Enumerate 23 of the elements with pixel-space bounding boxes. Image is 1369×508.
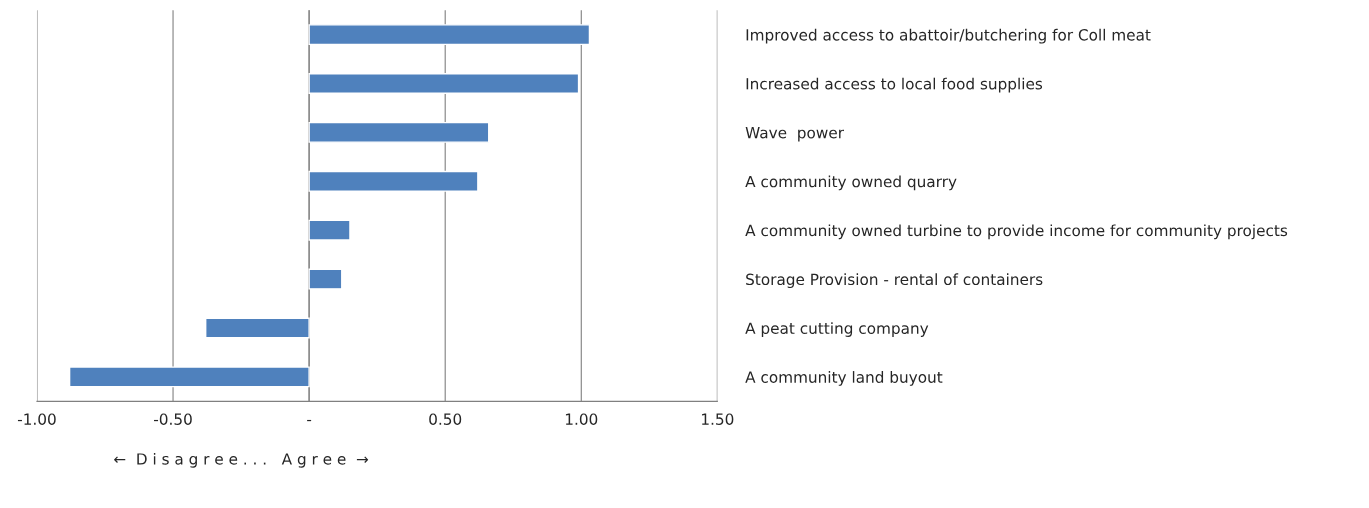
bar	[308, 24, 591, 46]
y-tick-label: Improved access to abattoir/butchering for Coll meat	[746, 28, 1151, 44]
y-tick-label: Increased access to local food supplies	[746, 77, 1043, 93]
bar	[308, 219, 351, 241]
y-tick-label: Wave power	[745, 127, 844, 142]
y-tick-label: A community owned quarry	[745, 175, 957, 191]
x-tick-label: -	[307, 419, 312, 422]
x-tick-label: 1.50	[702, 413, 734, 425]
bar	[308, 268, 343, 290]
x-tick-label: 0.50	[429, 413, 462, 425]
y-tick-label: A peat cutting company	[745, 322, 929, 337]
bar	[308, 121, 490, 143]
bar	[205, 317, 310, 339]
x-tick-label: -1.00	[17, 413, 56, 425]
x-tick-label: -0.50	[154, 413, 192, 425]
bar	[308, 73, 580, 94]
x-axis-title: ← D i s a g r e e . . . A g r e e →	[114, 452, 369, 468]
x-tick-label: 1.00	[565, 413, 598, 425]
bar	[68, 366, 310, 388]
y-tick-label: A community owned turbine to provide income for community projects	[745, 224, 1288, 240]
y-tick-label: A community land buyout	[745, 371, 943, 386]
y-tick-label: Storage Provision - rental of containers	[746, 273, 1043, 289]
bar	[308, 170, 479, 192]
